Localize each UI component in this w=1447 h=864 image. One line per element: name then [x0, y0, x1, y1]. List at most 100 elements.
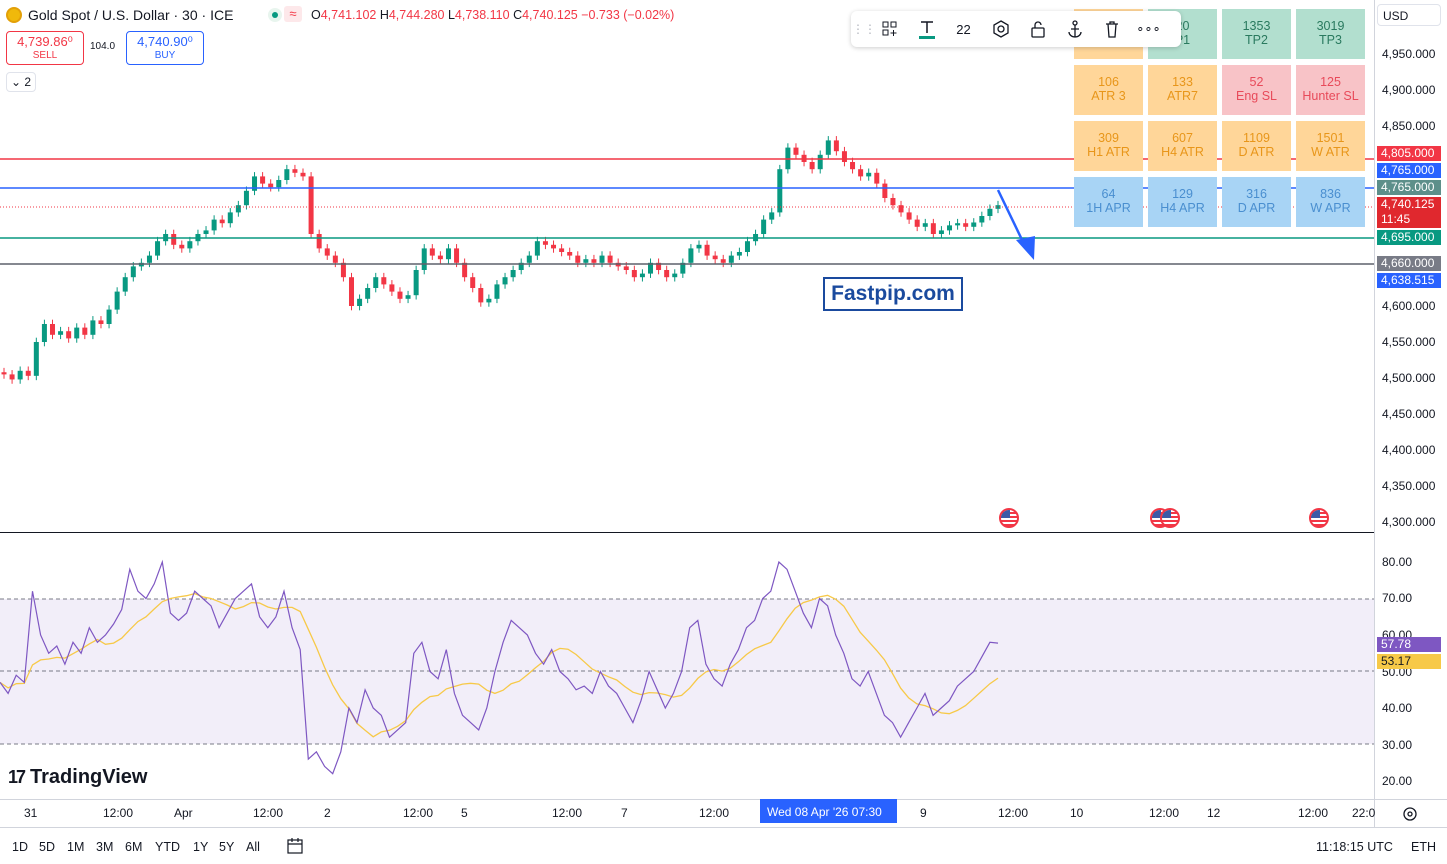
candle-body	[235, 205, 241, 213]
range-button[interactable]: 5D	[39, 840, 55, 854]
stats-cell: 129 H4 APR	[1148, 177, 1217, 227]
candle-body	[437, 255, 443, 260]
rsi-pane[interactable]	[0, 533, 1374, 799]
us-event-flag-icon[interactable]	[1309, 508, 1329, 528]
range-button[interactable]: 1Y	[193, 840, 209, 854]
time-tick: 2	[324, 806, 331, 820]
last-price-tag[interactable]: 4,740.125 11:45	[1377, 197, 1441, 228]
price-tick: 4,550.000	[1382, 335, 1436, 349]
market-open-icon[interactable]	[268, 8, 282, 22]
utc-clock[interactable]: 11:18:15 UTC	[1316, 840, 1393, 854]
range-button[interactable]: 5Y	[219, 840, 235, 854]
time-tick: 12:00	[1298, 806, 1329, 820]
collapse-indicators-button[interactable]: ⌄ 2	[6, 72, 36, 92]
candle-body	[155, 241, 161, 256]
candle-body	[979, 216, 985, 223]
candle-body	[397, 291, 403, 299]
gold-symbol-icon[interactable]	[6, 7, 22, 23]
stats-label: D ATR	[1238, 145, 1275, 159]
candle-body	[696, 244, 702, 249]
candle-body	[809, 162, 815, 170]
price-tag-teal-level[interactable]: 4,765.000	[1377, 180, 1441, 195]
lock-icon[interactable]	[1019, 11, 1056, 47]
candle-body	[300, 172, 306, 177]
font-size-button[interactable]: 22	[956, 21, 971, 37]
tradingview-logo[interactable]: 17 TradingView	[8, 766, 148, 788]
price-tick: 4,300.000	[1382, 515, 1436, 529]
currency-selector[interactable]: USD	[1377, 4, 1441, 26]
time-tick: 12:00	[253, 806, 284, 820]
trash-icon[interactable]	[1093, 11, 1130, 47]
price-tag-gray-level[interactable]: 4,660.000	[1377, 256, 1441, 271]
candle-body	[33, 342, 39, 376]
price-tag-low[interactable]: 4,638.515	[1377, 273, 1441, 288]
candle-body	[599, 255, 605, 263]
candle-body	[252, 176, 258, 191]
time-tick: 12	[1207, 806, 1221, 820]
price-tag-green-level[interactable]: 4,695.000	[1377, 230, 1441, 245]
candle-body	[9, 374, 15, 380]
symbol-title[interactable]: Gold Spot / U.S. Dollar · 30 · ICE	[28, 7, 234, 23]
range-button[interactable]: 6M	[125, 840, 143, 854]
candle-body	[987, 208, 993, 216]
text-color-icon[interactable]	[908, 11, 945, 47]
pane-separator[interactable]	[0, 532, 1374, 533]
candle-body	[882, 183, 888, 198]
price-tick: 4,350.000	[1382, 479, 1436, 493]
time-axis[interactable]	[0, 799, 1447, 800]
candle-body	[74, 327, 80, 339]
price-tag-blue-level[interactable]: 4,765.000	[1377, 163, 1441, 178]
range-button[interactable]: All	[246, 840, 260, 854]
candle-body	[381, 277, 387, 285]
candle-body	[744, 241, 750, 252]
candle-body	[66, 331, 72, 339]
anchor-icon[interactable]	[1056, 11, 1093, 47]
candle-body	[454, 248, 460, 263]
data-delay-icon[interactable]: ≈	[284, 6, 302, 22]
time-tick: 12:00	[552, 806, 583, 820]
price-chart[interactable]	[0, 0, 1374, 532]
time-tick: 7	[621, 806, 628, 820]
session-toggle[interactable]: ETH	[1411, 840, 1436, 854]
stats-value: 133	[1172, 75, 1193, 89]
stats-value: 3019	[1316, 19, 1345, 33]
candle-body	[947, 225, 953, 231]
candle-body	[631, 270, 637, 278]
candle-body	[825, 140, 831, 155]
sell-button[interactable]: 4,739.86⁰ SELL	[6, 31, 84, 65]
stats-label: H1 ATR	[1087, 145, 1130, 159]
candle-body	[268, 183, 274, 188]
drag-handle-icon[interactable]: ⋮⋮	[852, 22, 876, 36]
range-button[interactable]: 3M	[96, 840, 114, 854]
down-arrow-icon[interactable]	[996, 189, 1035, 260]
time-tick: 5	[461, 806, 468, 820]
stats-value: 1109	[1243, 131, 1270, 145]
candle-body	[429, 248, 435, 256]
candle-body	[179, 244, 185, 249]
range-button[interactable]: YTD	[155, 840, 180, 854]
buy-button[interactable]: 4,740.90⁰ BUY	[126, 31, 204, 65]
time-tick: 12:00	[998, 806, 1029, 820]
settings-icon[interactable]	[982, 11, 1019, 47]
price-tag-red-level[interactable]: 4,805.000	[1377, 146, 1441, 161]
us-event-flag-icon[interactable]	[999, 508, 1019, 528]
candle-body	[340, 262, 346, 278]
date-range-icon[interactable]	[286, 836, 306, 861]
us-event-flag-icon[interactable]	[1160, 508, 1180, 528]
candle-body	[874, 172, 880, 184]
candle-body	[575, 255, 581, 263]
candle-body	[672, 273, 678, 278]
chart-settings-icon[interactable]	[1401, 805, 1419, 828]
stats-cell: 1501 W ATR	[1296, 121, 1365, 171]
candle-body	[971, 222, 977, 227]
candle-body	[58, 331, 64, 335]
candle-body	[518, 262, 524, 270]
template-icon[interactable]	[871, 11, 908, 47]
rsi-tick: 80.00	[1382, 555, 1413, 569]
candle-body	[146, 255, 152, 263]
candle-body	[98, 320, 104, 324]
range-button[interactable]: 1M	[67, 840, 85, 854]
more-icon[interactable]: ∘∘∘	[1136, 21, 1161, 36]
range-button[interactable]: 1D	[12, 840, 28, 854]
stats-label: TP3	[1319, 33, 1342, 47]
